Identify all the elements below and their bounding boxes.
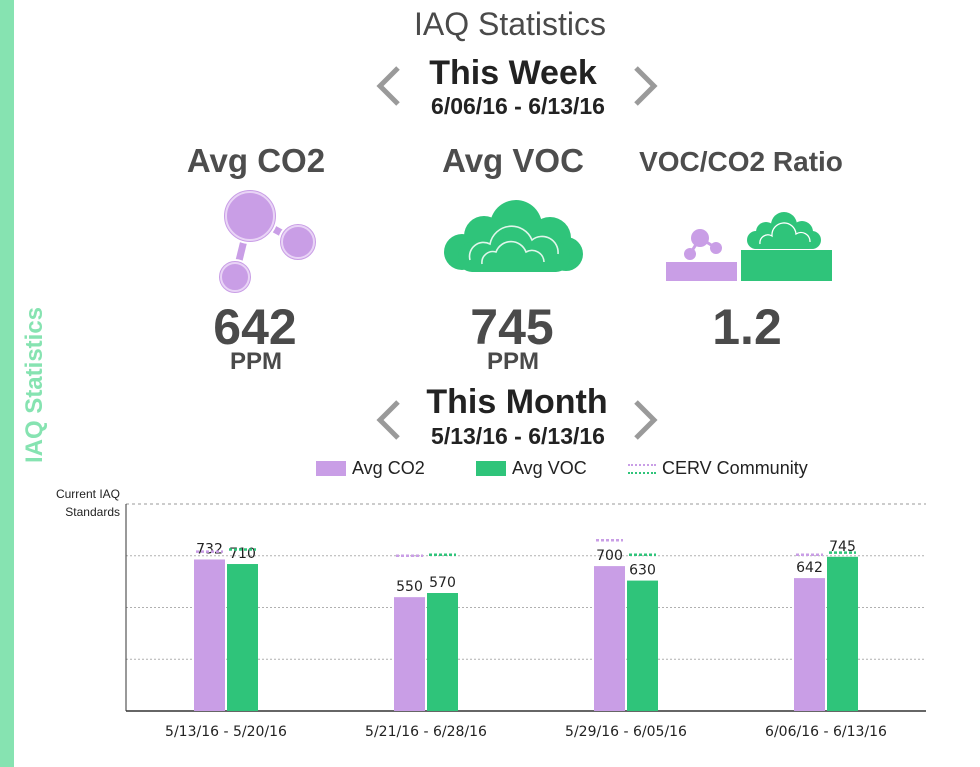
data-label-co2: 550 <box>396 579 423 595</box>
avg-voc-unit: PPM <box>486 348 540 375</box>
bar-voc <box>827 556 858 711</box>
ratio-icon <box>666 212 832 281</box>
page-title: IAQ Statistics <box>413 6 607 42</box>
avg-co2-value: 642 <box>213 299 297 355</box>
avg-voc-value: 745 <box>470 299 554 355</box>
bar-co2 <box>794 578 825 711</box>
data-label-voc: 745 <box>829 539 856 555</box>
legend-swatch-co2 <box>316 461 346 476</box>
sidebar-accent-bar <box>0 0 14 767</box>
week-next-chevron-right-icon[interactable] <box>632 64 660 108</box>
cloud-icon <box>444 200 583 272</box>
x-tick-label: 5/13/16 - 5/20/16 <box>165 724 287 740</box>
standards-label-line1: Current IAQ <box>56 487 120 501</box>
month-prev-chevron-left-icon[interactable] <box>374 398 402 442</box>
legend-item-co2: Avg CO2 <box>316 458 425 479</box>
bar-voc <box>627 580 658 711</box>
avg-voc-label: Avg VOC <box>442 142 584 179</box>
ratio-value: 1.2 <box>712 299 782 355</box>
data-label-voc: 570 <box>429 575 456 591</box>
legend-label-community: CERV Community <box>662 458 808 478</box>
legend-item-voc: Avg VOC <box>476 458 587 479</box>
week-date-range: 6/06/16 - 6/13/16 <box>431 93 605 119</box>
avg-co2-label: Avg CO2 <box>186 142 326 179</box>
bar-voc <box>427 593 458 711</box>
bar-co2 <box>594 566 625 711</box>
molecule-icon <box>217 188 318 295</box>
legend-item-community: CERV Community <box>628 458 808 479</box>
x-tick-label: 5/29/16 - 6/05/16 <box>565 724 687 740</box>
month-date-range: 5/13/16 - 6/13/16 <box>431 423 605 449</box>
month-period-title: This Month <box>426 383 608 421</box>
data-label-voc: 630 <box>629 563 656 579</box>
data-label-co2: 732 <box>196 541 223 557</box>
bar-co2 <box>394 597 425 711</box>
legend-swatch-voc <box>476 461 506 476</box>
legend-label-voc: Avg VOC <box>512 458 587 478</box>
sidebar-title: IAQ Statistics <box>21 306 48 464</box>
avg-co2-unit: PPM <box>229 348 283 375</box>
x-tick-label: 6/06/16 - 6/13/16 <box>765 724 887 740</box>
bar-co2 <box>194 559 225 711</box>
week-prev-chevron-left-icon[interactable] <box>374 64 402 108</box>
data-label-co2: 642 <box>796 560 823 576</box>
standards-label-line2: Standards <box>65 505 120 519</box>
bar-voc <box>227 564 258 711</box>
data-label-co2: 700 <box>596 548 623 564</box>
month-next-chevron-right-icon[interactable] <box>632 398 660 442</box>
voc-co2-ratio-label: VOC/CO2 Ratio <box>639 146 843 177</box>
week-period-title: This Week <box>429 54 597 92</box>
legend-swatch-community <box>628 463 656 474</box>
legend-label-co2: Avg CO2 <box>352 458 425 478</box>
x-tick-label: 5/21/16 - 6/28/16 <box>365 724 487 740</box>
